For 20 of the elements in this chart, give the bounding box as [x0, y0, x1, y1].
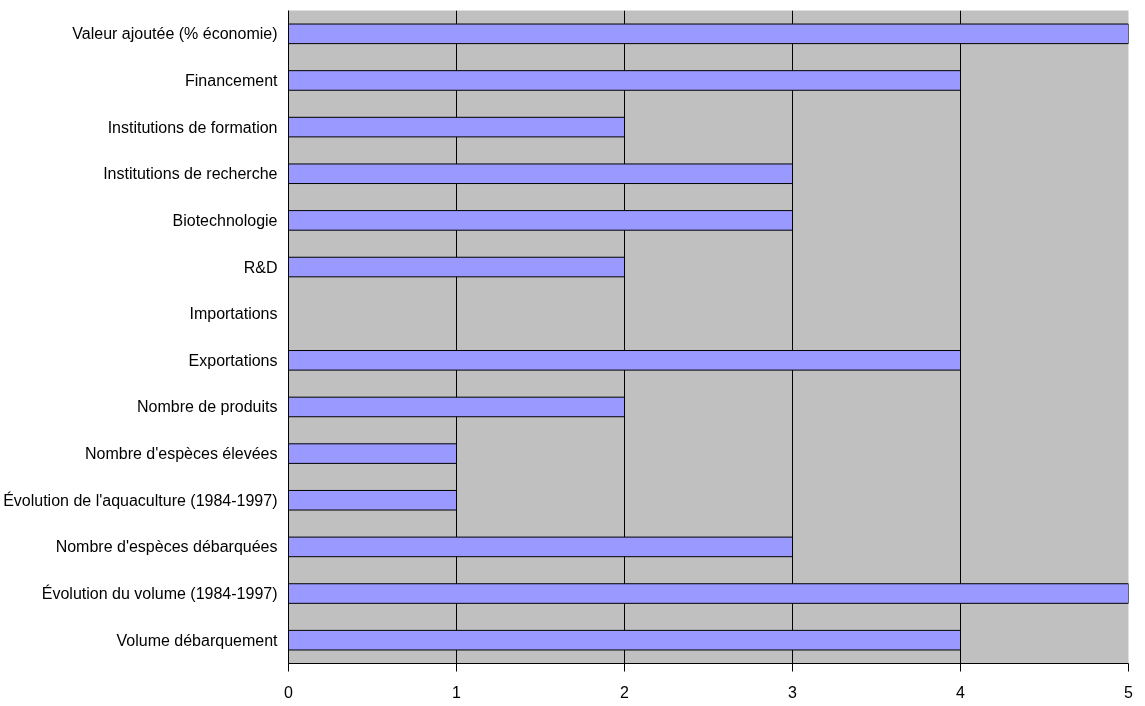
y-tick-label: Volume débarquement: [116, 631, 279, 649]
y-tick-label: Évolution du volume (1984-1997): [41, 584, 278, 603]
x-tick-label: 0: [284, 683, 294, 701]
y-tick-label: Financement: [185, 71, 279, 89]
x-tick-label: 1: [452, 683, 462, 701]
x-tick-label: 3: [788, 683, 798, 701]
y-tick-label: Importations: [189, 305, 278, 323]
y-tick-label: Nombre d'espèces débarquées: [55, 538, 278, 556]
y-tick-label: Institutions de recherche: [103, 165, 278, 183]
y-tick-label: Exportations: [188, 351, 278, 369]
y-tick-label: Nombre de produits: [136, 398, 278, 416]
x-tick-label: 4: [956, 683, 966, 701]
y-tick-label: Valeur ajoutée (% économie): [72, 25, 278, 43]
y-tick-label: Nombre d'espèces élevées: [85, 445, 278, 463]
y-tick-label: Évolution de l'aquaculture (1984-1997): [3, 490, 278, 509]
x-tick-label: 5: [1124, 683, 1134, 701]
x-tick-label: 2: [620, 683, 630, 701]
y-tick-label: Biotechnologie: [172, 211, 278, 229]
y-tick-label: R&D: [243, 258, 278, 276]
y-tick-label: Institutions de formation: [107, 118, 278, 136]
